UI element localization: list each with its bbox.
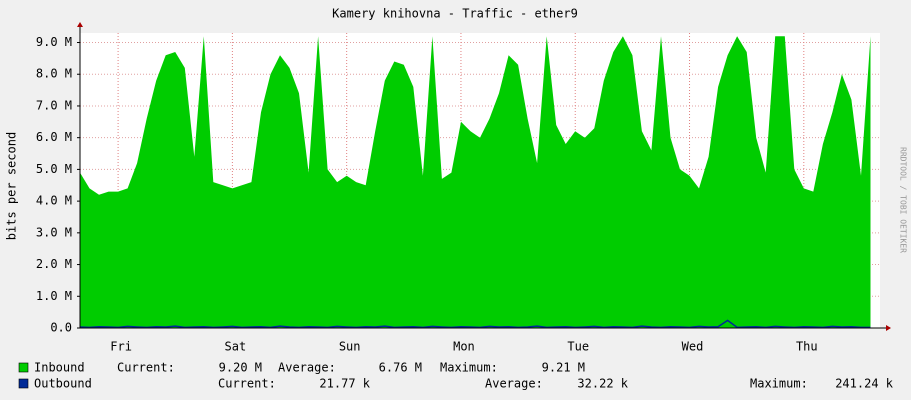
legend-stat-label: Current: — [117, 361, 175, 375]
x-tick-label: Wed — [682, 340, 704, 354]
legend-stat-value: 32.22 k — [577, 377, 628, 391]
x-tick-label: Mon — [453, 340, 475, 354]
x-tick-label: Fri — [110, 340, 132, 354]
legend-stat-label: Maximum: — [750, 377, 808, 391]
legend-stat-label: Average: — [278, 361, 336, 375]
legend-stat-value: 9.21 M — [542, 361, 585, 375]
x-tick-label: Tue — [567, 340, 589, 354]
outbound-line — [79, 319, 871, 329]
y-tick-label: 0.0 — [50, 321, 72, 335]
y-tick-label: 4.0 M — [36, 194, 72, 208]
y-tick-label: 9.0 M — [36, 35, 72, 49]
legend-swatch — [18, 378, 29, 389]
y-tick-label: 3.0 M — [36, 225, 72, 239]
axis-arrow — [77, 22, 83, 27]
y-tick-label: 8.0 M — [36, 67, 72, 81]
y-axis-label: bits per second — [5, 132, 19, 240]
side-note: RRDTOOL / TOBI OETIKER — [899, 147, 908, 253]
y-tick-label: 5.0 M — [36, 162, 72, 176]
y-tick-label: 7.0 M — [36, 98, 72, 112]
x-tick-label: Sat — [225, 340, 247, 354]
y-tick-label: 2.0 M — [36, 257, 72, 271]
legend-stat-value: 21.77 k — [319, 377, 370, 391]
y-tick-label: 1.0 M — [36, 289, 72, 303]
y-tick-label: 6.0 M — [36, 130, 72, 144]
legend-stat-value: 9.20 M — [219, 361, 262, 375]
legend-stat-label: Current: — [218, 377, 276, 391]
x-tick-label: Thu — [796, 340, 818, 354]
axis-arrow — [886, 325, 891, 331]
legend-stat-value: 6.76 M — [379, 361, 422, 375]
legend-stat-label: Average: — [485, 377, 543, 391]
x-tick-label: Sun — [339, 340, 361, 354]
legend-swatch — [18, 362, 29, 373]
legend-label: Outbound — [34, 377, 92, 391]
legend-stat-label: Maximum: — [440, 361, 498, 375]
inbound-area — [80, 36, 871, 328]
chart-title: Kamery knihovna - Traffic - ether9 — [332, 7, 578, 21]
legend-label: Inbound — [34, 361, 85, 375]
legend-stat-value: 241.24 k — [835, 377, 894, 391]
